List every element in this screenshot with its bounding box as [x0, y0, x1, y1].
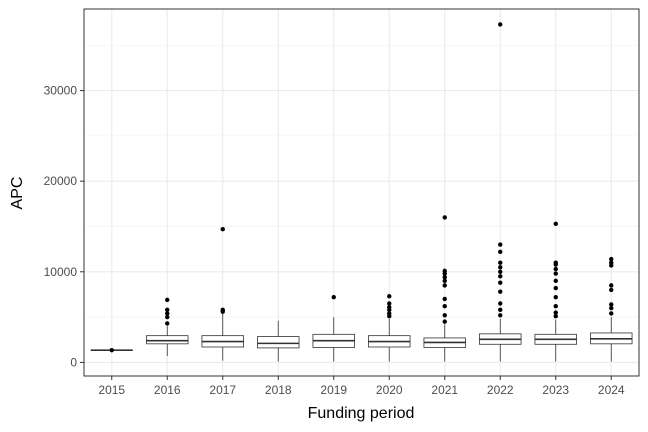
outlier-point — [220, 307, 225, 313]
outlier-point — [553, 313, 558, 319]
box-2019 — [312, 294, 355, 362]
outlier-point — [442, 268, 447, 274]
outlier-point — [553, 221, 558, 226]
outlier-point — [609, 256, 614, 262]
outlier-point — [442, 304, 447, 309]
outlier-point — [220, 227, 225, 232]
outlier-point — [498, 289, 503, 294]
outlier-point — [498, 249, 503, 255]
outlier-point — [498, 260, 503, 265]
outlier-point — [442, 296, 447, 302]
y-tick-label: 0 — [70, 355, 77, 369]
outlier-point — [498, 269, 503, 274]
y-axis-title: APC — [9, 177, 26, 210]
x-tick-label: 2021 — [431, 383, 458, 397]
outlier-point — [609, 287, 614, 293]
outlier-point — [387, 301, 392, 306]
box-2016 — [146, 297, 189, 357]
outlier-point — [109, 347, 114, 353]
outlier-point — [553, 310, 558, 315]
box-2018 — [257, 320, 300, 362]
outlier-point — [498, 313, 503, 318]
outlier-point — [165, 311, 170, 316]
outlier-point — [498, 280, 503, 285]
box-2022 — [479, 22, 522, 362]
outlier-point — [442, 275, 447, 280]
outlier-point — [331, 294, 336, 300]
outlier-point — [165, 297, 170, 303]
outlier-point — [553, 294, 558, 300]
axes: 0 10000 20000 30000 2015 2016 2017 2018 2019 2020… — [44, 84, 625, 397]
outlier-point — [609, 311, 614, 316]
outlier-point — [442, 313, 447, 318]
box-series — [90, 22, 633, 362]
box-iqr — [146, 335, 189, 345]
box-2021 — [423, 215, 466, 362]
outlier-point — [553, 285, 558, 291]
outlier-point — [553, 278, 558, 284]
x-tick-label: 2016 — [154, 383, 181, 397]
outlier-point — [165, 314, 170, 320]
outlier-point — [442, 283, 447, 288]
outlier-point — [609, 283, 614, 288]
outlier-point — [609, 305, 614, 311]
outlier-point — [442, 215, 447, 220]
outlier-point — [609, 260, 614, 265]
box-2017 — [201, 227, 244, 361]
box-2020 — [368, 294, 411, 362]
outlier-point — [553, 260, 558, 265]
outlier-point — [387, 304, 392, 310]
y-tick-label: 20000 — [44, 174, 78, 188]
outlier-point — [165, 321, 170, 326]
x-tick-label: 2015 — [98, 383, 125, 397]
outlier-point — [498, 242, 503, 247]
outlier-point — [387, 311, 392, 316]
x-axis-title: Funding period — [308, 405, 415, 422]
outlier-point — [387, 294, 392, 299]
x-tick-label: 2024 — [598, 383, 625, 397]
plot-panel-border — [83, 8, 640, 377]
y-tick-label: 30000 — [44, 84, 78, 98]
box-2015 — [90, 347, 133, 353]
box-2024 — [590, 256, 633, 362]
outlier-point — [442, 278, 447, 284]
box-2023 — [534, 221, 577, 362]
outlier-point — [498, 265, 503, 270]
x-tick-label: 2017 — [209, 383, 236, 397]
outlier-point — [553, 271, 558, 276]
x-tick-label: 2019 — [320, 383, 347, 397]
x-tick-label: 2023 — [542, 383, 569, 397]
outlier-point — [442, 319, 447, 324]
outlier-point — [553, 304, 558, 309]
outlier-point — [498, 274, 503, 279]
outlier-point — [609, 302, 614, 307]
box-iqr — [257, 336, 300, 349]
x-tick-label: 2018 — [265, 383, 292, 397]
x-tick-label: 2020 — [376, 383, 403, 397]
outlier-point — [165, 307, 170, 313]
outlier-point — [498, 307, 503, 313]
outlier-point — [498, 301, 503, 306]
x-tick-label: 2022 — [487, 383, 514, 397]
outlier-point — [553, 266, 558, 272]
y-tick-label: 10000 — [44, 265, 78, 279]
outlier-point — [498, 22, 503, 27]
